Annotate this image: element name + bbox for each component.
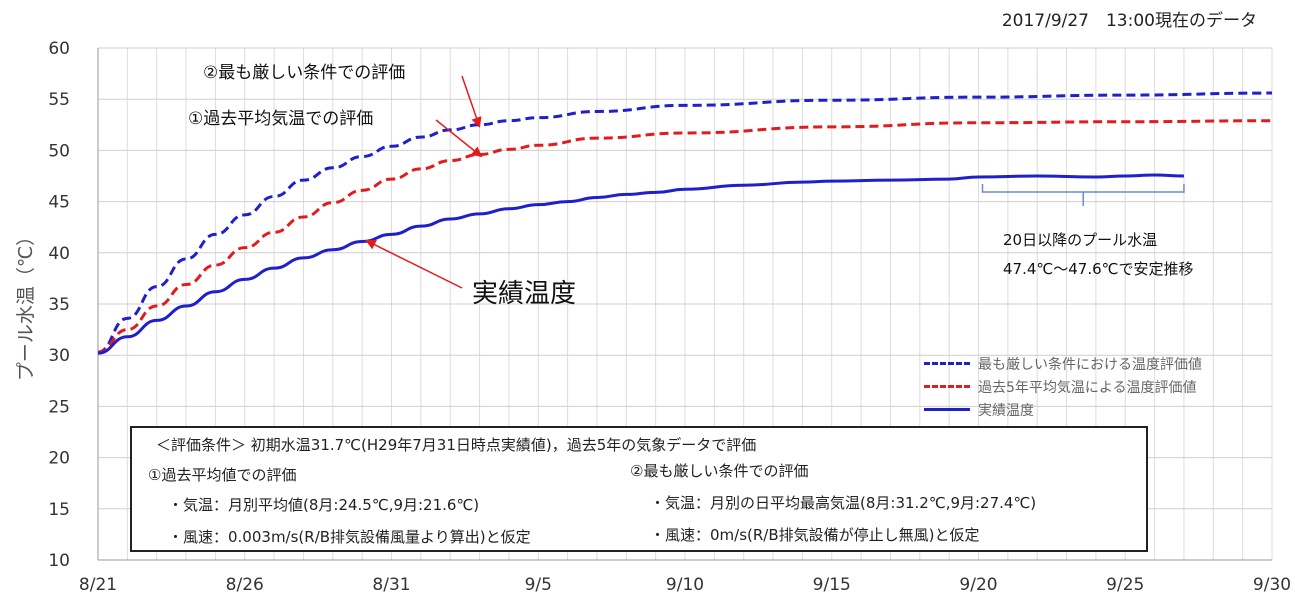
y-tick-label: 40 xyxy=(48,244,70,264)
y-tick-label: 55 xyxy=(48,90,70,110)
x-tick-label: 8/26 xyxy=(226,575,264,595)
conditions-left-heading: ①過去平均値での評価 xyxy=(148,466,297,484)
y-tick-label: 60 xyxy=(48,39,70,59)
x-tick-label: 8/31 xyxy=(372,575,410,595)
conditions-right-wind: ・風速：0m/s(R/B排気設備が停止し無風)と仮定 xyxy=(650,526,980,544)
x-tick-label: 9/25 xyxy=(1106,575,1144,595)
x-tick-label: 9/5 xyxy=(525,575,552,595)
stable-range-bracket xyxy=(981,184,1185,206)
y-tick-label: 15 xyxy=(48,500,70,520)
legend-label-average: 過去5年平均気温による温度評価値 xyxy=(978,379,1197,396)
y-tick-label: 45 xyxy=(48,193,70,213)
x-tick-label: 9/15 xyxy=(813,575,851,595)
conditions-box: ＜評価条件＞ 初期水温31.7℃(H29年7月31日時点実績値)，過去5年の気象… xyxy=(130,426,1148,552)
conditions-right-temp: ・気温：月別の日平均最高気温(8月:31.2℃,9月:27.4℃) xyxy=(650,494,1037,512)
arrow-worst-case xyxy=(461,75,482,128)
y-tick-label: 35 xyxy=(48,295,70,315)
legend-item-average: 過去5年平均気温による温度評価値 xyxy=(924,375,1202,398)
legend-label-actual: 実績温度 xyxy=(978,402,1034,419)
y-tick-label: 30 xyxy=(48,346,70,366)
legend-label-worst: 最も厳しい条件における温度評価値 xyxy=(978,356,1202,373)
axes: 10 15 20 25 30 35 40 45 50 55 60 8/21 8/26 8/31 9/5 9/1… xyxy=(48,39,1291,595)
x-tick-label: 8/21 xyxy=(79,575,117,595)
legend-swatch-average xyxy=(924,385,970,388)
annotation-stable-line2: 47.4℃～47.6℃で安定推移 xyxy=(1003,260,1194,278)
annotation-stable-line1: 20日以降のプール水温 xyxy=(1003,231,1158,249)
legend-swatch-worst xyxy=(924,362,970,365)
conditions-title: ＜評価条件＞ 初期水温31.7℃(H29年7月31日時点実績値)，過去5年の気象… xyxy=(156,436,757,454)
legend-item-actual: 実績温度 xyxy=(924,398,1202,421)
arrow-past-average xyxy=(435,119,483,158)
annotation-actual: 実績温度 xyxy=(472,279,577,309)
legend-item-worst: 最も厳しい条件における温度評価値 xyxy=(924,352,1202,375)
legend-swatch-actual xyxy=(924,408,970,411)
arrow-actual xyxy=(365,239,463,289)
y-axis-label: プール水温（℃） xyxy=(15,227,37,381)
y-tick-label: 10 xyxy=(48,551,70,571)
series-lines xyxy=(97,91,1273,355)
conditions-left-temp: ・気温：月別平均値(8月:24.5℃,9月:21.6℃) xyxy=(168,496,480,514)
x-tick-label: 9/10 xyxy=(666,575,704,595)
annotation-worst-case: ②最も厳しい条件での評価 xyxy=(203,63,406,83)
x-tick-label: 9/20 xyxy=(959,575,997,595)
x-tick-label: 9/30 xyxy=(1253,575,1291,595)
annotation-past-average: ①過去平均気温での評価 xyxy=(188,109,374,129)
chart-legend: 最も厳しい条件における温度評価値 過去5年平均気温による温度評価値 実績温度 xyxy=(924,352,1202,421)
series-worst-case-line xyxy=(97,91,1273,354)
annotation-arrows xyxy=(365,75,1185,289)
y-tick-label: 20 xyxy=(48,449,70,469)
y-tick-label: 50 xyxy=(48,141,70,161)
series-past-average-line xyxy=(97,119,1273,354)
series-actual-line xyxy=(97,173,1184,355)
conditions-right-heading: ②最も厳しい条件での評価 xyxy=(630,462,809,480)
conditions-left-wind: ・風速：0.003m/s(R/B排気設備風量より算出)と仮定 xyxy=(168,528,531,546)
data-timestamp: 2017/9/27 13:00現在のデータ xyxy=(1001,11,1257,31)
y-tick-label: 25 xyxy=(48,397,70,417)
